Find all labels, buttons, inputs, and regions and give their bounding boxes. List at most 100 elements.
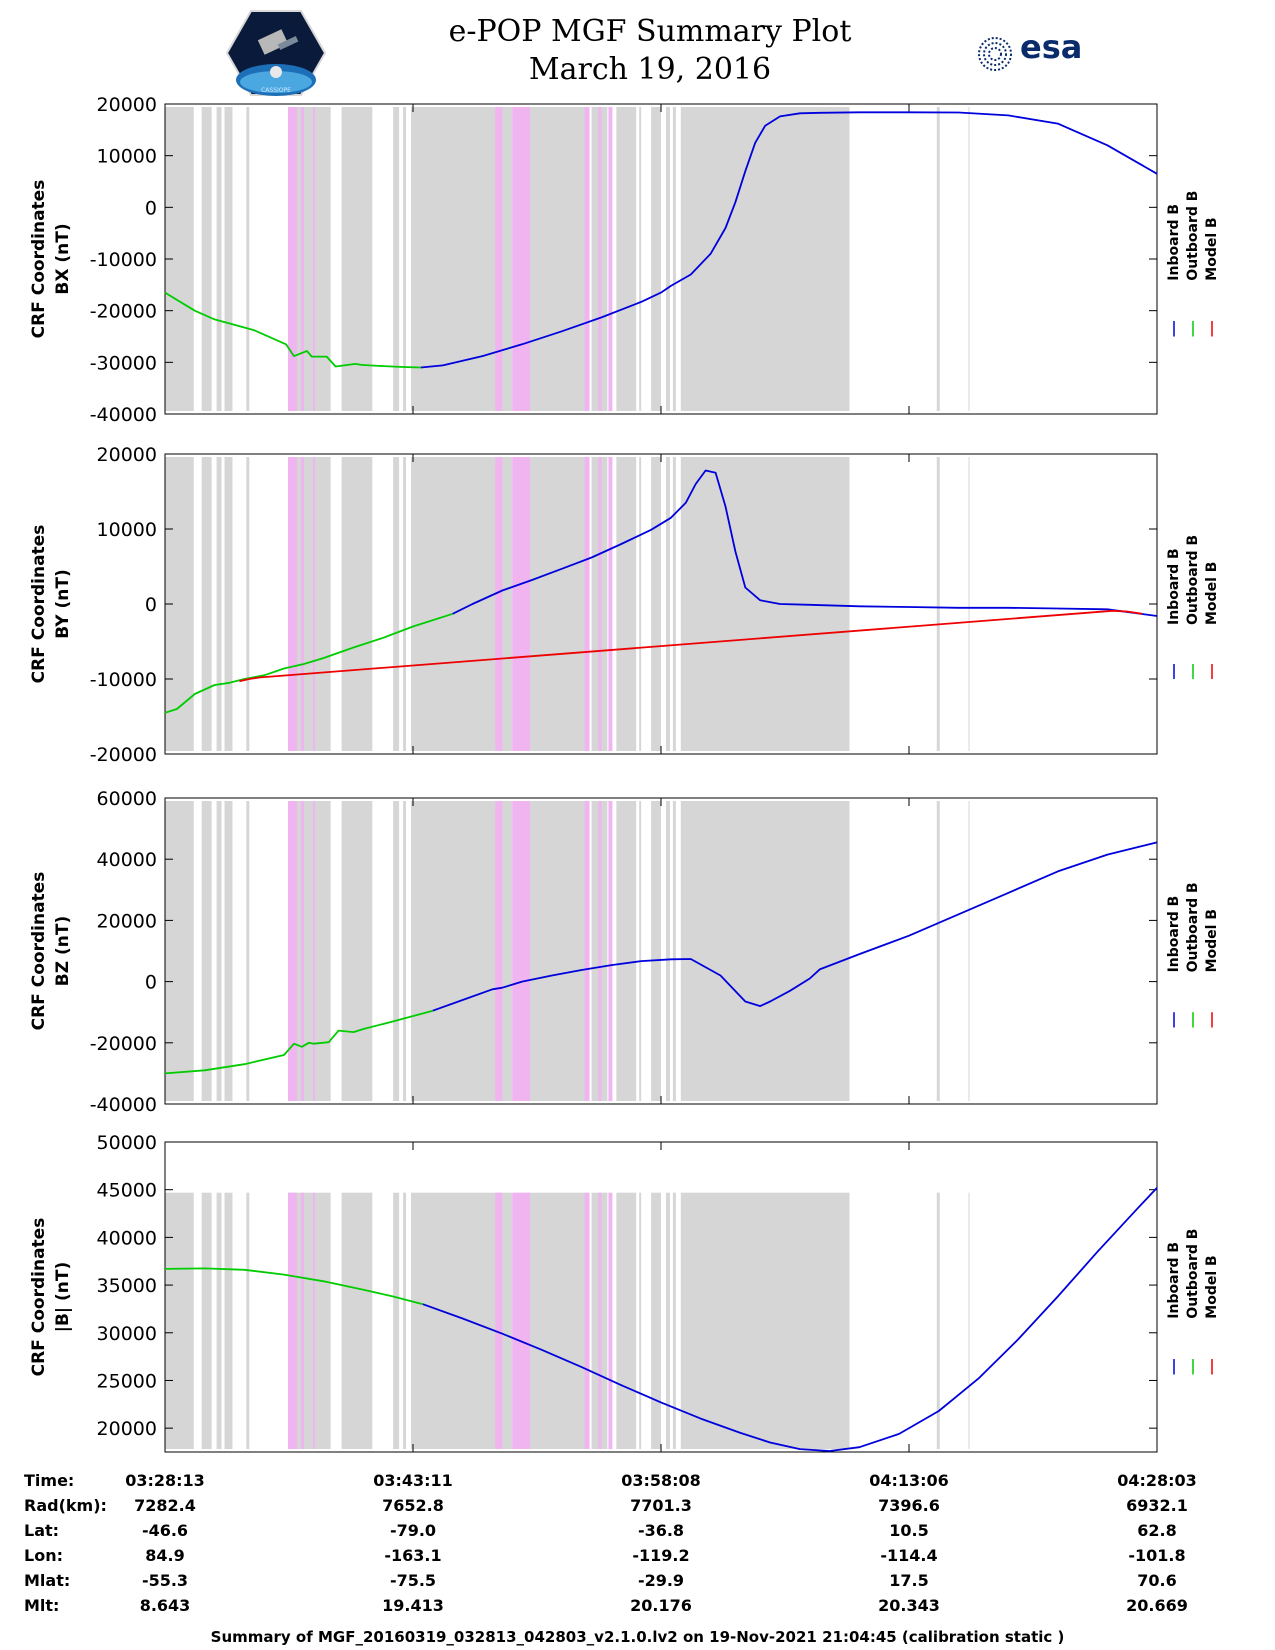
time-cell: -29.9 [638,1571,684,1590]
gray-mask-band [651,107,661,411]
time-cell: 8.643 [140,1596,191,1615]
gray-mask-band [224,457,233,751]
gray-mask-band [224,107,233,411]
pink-mask-band [300,801,304,1101]
y-tick-label: 50000 [97,1132,157,1154]
gray-mask-band [665,801,670,1101]
gray-mask-band [341,457,373,751]
legend-label: Outboard B [1185,535,1201,625]
pink-mask-band [584,107,590,411]
y-tick-label: -40000 [90,1094,157,1116]
y-tick-label: 35000 [97,1275,157,1297]
time-cell: 19.413 [382,1596,444,1615]
time-cell: 17.5 [889,1571,928,1590]
series-inboard-b [432,841,1158,1012]
gray-mask-band [665,457,670,751]
y-axis-label: CRF Coordinates [29,872,49,1031]
gray-mask-band [651,1192,661,1449]
gray-mask-band [201,107,212,411]
gray-mask-band [680,1192,850,1449]
legend-label: Outboard B [1185,1229,1201,1319]
y-tick-label: 25000 [97,1370,157,1392]
gray-mask-band [936,1192,940,1449]
pink-mask-band [608,801,613,1101]
gray-mask-band [665,1192,670,1449]
gray-mask-band [403,107,407,411]
y-tick-label: -40000 [90,404,157,426]
series-outboard-b [164,291,421,369]
time-row-label: Lon: [24,1546,63,1565]
y-tick-label: 60000 [97,788,157,810]
gray-mask-band [616,457,637,751]
pink-mask-band [608,107,613,411]
gray-mask-band [246,457,250,751]
y-tick-label: 20000 [97,444,157,466]
gray-mask-band [639,107,642,411]
pink-mask-band [312,801,315,1101]
time-cell: 7396.6 [878,1496,940,1515]
gray-mask-band [639,457,642,751]
gray-mask-band [672,1192,676,1449]
y-axis-label-units: |B| (nT) [53,1262,73,1333]
legend-label: Model B [1204,562,1220,625]
y-tick-label: -20000 [90,744,157,766]
pink-mask-band [512,1192,531,1449]
time-cell: 20.176 [630,1596,692,1615]
y-tick-label: 40000 [97,1227,157,1249]
gray-mask-band [216,1192,222,1449]
gray-mask-band [527,457,587,751]
gray-mask-band [672,801,676,1101]
gray-mask-band [165,801,194,1101]
legend-label: Inboard B [1166,896,1182,973]
legend-label: Inboard B [1166,548,1182,625]
pink-mask-band [598,1192,602,1449]
pink-mask-band [495,107,503,411]
gray-mask-band [680,801,850,1101]
gray-mask-band [403,457,407,751]
gray-mask-band [527,1192,587,1449]
pink-mask-band [608,1192,613,1449]
gray-mask-band [224,1192,233,1449]
gray-mask-band [403,801,407,1101]
gray-mask-band [201,801,212,1101]
time-row-label: Rad(km): [24,1496,107,1515]
pink-mask-band [312,107,315,411]
y-tick-label: 20000 [97,1418,157,1440]
time-row-label: Mlt: [24,1596,59,1615]
series-outboard-b [164,1267,424,1306]
time-cell: -46.6 [142,1521,188,1540]
gray-mask-band [936,107,940,411]
gray-mask-band [665,107,670,411]
gray-mask-band [680,107,850,411]
time-cell: 7701.3 [630,1496,692,1515]
gray-mask-band [680,457,850,751]
gray-mask-band [246,801,250,1101]
gray-mask-band [393,457,400,751]
gray-mask-band [968,801,970,1101]
gray-mask-band [968,457,970,751]
gray-mask-band [341,107,373,411]
y-tick-label: 45000 [97,1180,157,1202]
gray-mask-band [672,107,676,411]
y-tick-label: 0 [145,972,157,994]
pink-mask-band [512,457,531,751]
pink-mask-band [512,107,531,411]
pink-mask-band [288,1192,297,1449]
footer-caption: Summary of MGF_20160319_032813_042803_v2… [210,1628,1065,1646]
gray-mask-band [936,801,940,1101]
gray-mask-band [246,107,250,411]
esa-logo-text: esa [1020,28,1083,66]
gray-mask-band [639,1192,642,1449]
gray-mask-band [968,1192,970,1449]
gray-mask-band [201,1192,212,1449]
pink-mask-band [584,801,590,1101]
gray-mask-band [616,107,637,411]
y-axis-label: CRF Coordinates [29,525,49,684]
legend-label: Outboard B [1185,191,1201,281]
plot-title: e-POP MGF Summary Plot [448,14,852,49]
series-model-b [239,609,1143,683]
pink-mask-band [288,457,297,751]
pink-mask-band [300,1192,304,1449]
series-inboard-b [420,111,1158,369]
